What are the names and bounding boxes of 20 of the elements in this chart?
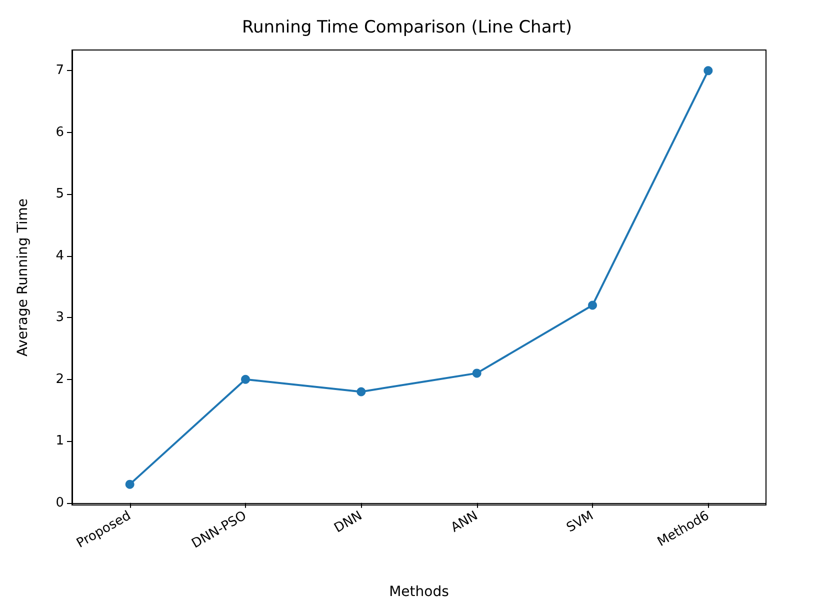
y-tick-label: 4 xyxy=(56,248,64,264)
y-tick-label: 3 xyxy=(56,310,64,326)
chart-title: Running Time Comparison (Line Chart) xyxy=(242,18,572,38)
y-axis-title: Average Running Time xyxy=(15,198,31,357)
y-tick-label: 1 xyxy=(56,434,64,449)
x-tick-label: DNN xyxy=(332,508,365,536)
y-tick-label: 0 xyxy=(56,495,64,510)
x-tick-label: SVM xyxy=(564,508,596,536)
x-tick-label: ANN xyxy=(448,508,481,536)
y-tick-label: 2 xyxy=(56,372,64,387)
point xyxy=(356,387,366,396)
y-tick-label: 7 xyxy=(56,63,64,78)
x-axis-title: Methods xyxy=(389,584,449,600)
point xyxy=(241,374,250,384)
point xyxy=(704,66,713,76)
y-tick-label: 5 xyxy=(56,186,64,202)
y-tick-label: 6 xyxy=(56,124,64,140)
point xyxy=(472,368,482,378)
point xyxy=(125,480,134,489)
point xyxy=(588,300,597,310)
